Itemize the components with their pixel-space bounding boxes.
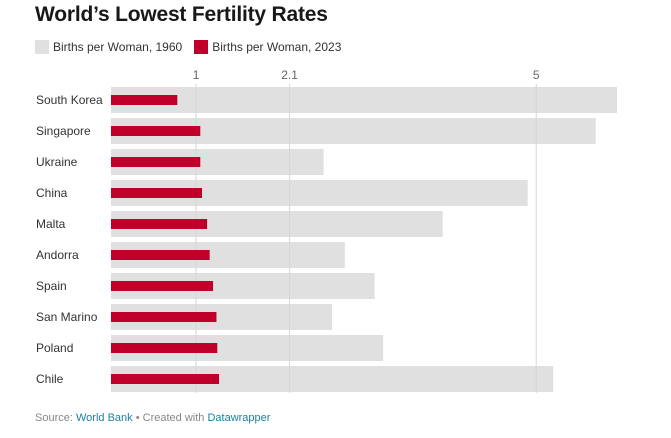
- category-label-2: Ukraine: [36, 155, 78, 169]
- source-label: Source:: [35, 412, 73, 424]
- category-label-0: South Korea: [36, 93, 103, 107]
- legend-swatch-1960: [35, 40, 49, 54]
- datawrapper-link[interactable]: Datawrapper: [207, 412, 271, 424]
- category-label-7: San Marino: [36, 310, 98, 324]
- x-tick-label-2: 5: [533, 68, 540, 82]
- category-label-5: Andorra: [36, 248, 79, 262]
- bar-2023-9: [111, 374, 220, 384]
- x-tick-label-1: 2.1: [281, 68, 298, 82]
- category-label-3: China: [36, 186, 68, 200]
- bar-2023-3: [111, 188, 202, 198]
- created-label: Created with: [142, 412, 205, 424]
- bar-1960-0: [111, 87, 617, 113]
- bar-2023-0: [111, 95, 178, 105]
- bar-2023-1: [111, 126, 201, 136]
- footer-separator: •: [135, 412, 140, 424]
- legend-item-1960: Births per Woman, 1960: [35, 40, 182, 54]
- category-label-9: Chile: [36, 372, 64, 386]
- legend-item-2023: Births per Woman, 2023: [194, 40, 341, 54]
- category-label-6: Spain: [36, 279, 67, 293]
- x-tick-label-0: 1: [193, 68, 200, 82]
- category-label-4: Malta: [36, 217, 66, 231]
- chart-legend: Births per Woman, 1960 Births per Woman,…: [35, 40, 353, 54]
- category-label-1: Singapore: [36, 124, 91, 138]
- category-label-8: Poland: [36, 341, 73, 355]
- bar-2023-8: [111, 343, 218, 353]
- bar-2023-4: [111, 219, 208, 229]
- legend-swatch-2023: [194, 40, 209, 54]
- chart-footer: Source: World Bank • Created with Datawr…: [35, 412, 270, 424]
- legend-label-2023: Births per Woman, 2023: [212, 40, 342, 54]
- source-link[interactable]: World Bank: [75, 412, 133, 424]
- bar-2023-2: [111, 157, 201, 167]
- bar-2023-6: [111, 281, 214, 291]
- bar-2023-7: [111, 312, 217, 322]
- bar-2023-5: [111, 250, 210, 260]
- chart-title: World’s Lowest Fertility Rates: [35, 3, 328, 26]
- legend-label-1960: Births per Woman, 1960: [53, 40, 183, 54]
